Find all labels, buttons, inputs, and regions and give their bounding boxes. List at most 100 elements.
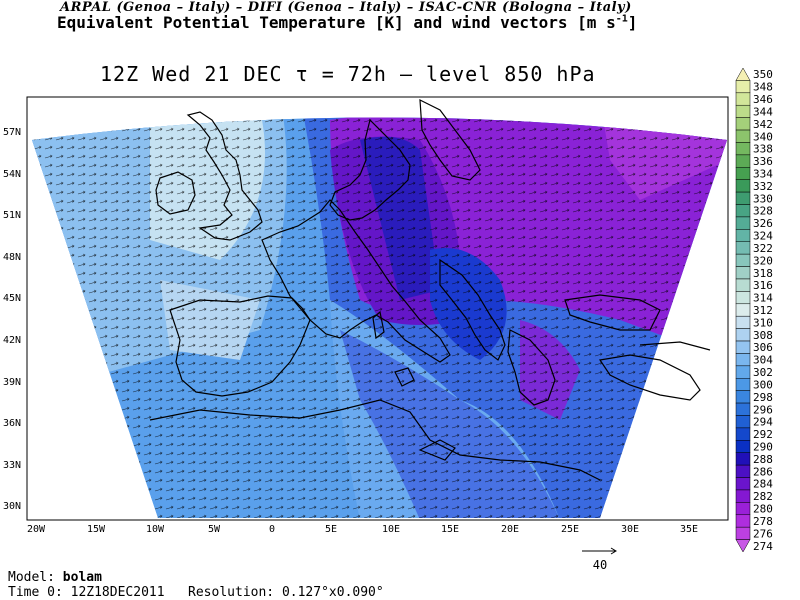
colorbar-swatch	[735, 415, 751, 429]
lat-axis: 57N 54N 51N 48N 45N 42N 39N 36N 33N 30N	[3, 127, 21, 512]
colorbar-swatch	[735, 328, 751, 342]
colorbar-label: 298	[753, 391, 773, 404]
colorbar-label: 310	[753, 316, 773, 329]
model-name: bolam	[62, 570, 102, 585]
colorbar-swatch	[735, 452, 751, 466]
colorbar-label: 288	[753, 453, 773, 466]
colorbar-swatch	[735, 80, 751, 94]
colorbar-label: 284	[753, 478, 773, 491]
scale-vector-label: 40	[593, 558, 607, 572]
colorbar-swatch	[735, 464, 751, 478]
colorbar-label: 292	[753, 428, 773, 441]
colorbar-swatch	[735, 191, 751, 205]
lon-label: 35E	[680, 524, 698, 535]
time-label: Time 0:	[8, 585, 63, 600]
lat-label: 42N	[3, 335, 21, 346]
colorbar-label: 318	[753, 267, 773, 280]
colorbar-swatch	[735, 142, 751, 156]
colorbar-swatch	[735, 365, 751, 379]
colorbar-label: 286	[753, 465, 773, 478]
colorbar-label: 322	[753, 242, 773, 255]
theta-e-field	[32, 117, 727, 518]
lon-label: 0	[269, 524, 275, 535]
field-title-exponent: -1	[615, 13, 628, 25]
colorbar-label: 314	[753, 292, 773, 305]
colorbar-label: 274	[753, 540, 773, 553]
colorbar-label: 290	[753, 441, 773, 454]
colorbar-swatch	[735, 303, 751, 317]
footer-model: Model: bolam	[8, 570, 102, 585]
colorbar-label: 306	[753, 341, 773, 354]
colorbar-swatch	[735, 179, 751, 193]
lat-label: 48N	[3, 252, 21, 263]
colorbar-swatch	[735, 129, 751, 143]
colorbar-label: 348	[753, 81, 773, 94]
lat-label: 57N	[3, 127, 21, 138]
colorbar-swatch	[735, 117, 751, 131]
colorbar-label: 344	[753, 105, 773, 118]
colorbar-swatch	[735, 477, 751, 491]
lat-label: 39N	[3, 377, 21, 388]
colorbar-label: 302	[753, 366, 773, 379]
colorbar-swatch	[735, 291, 751, 305]
colorbar-swatch	[735, 340, 751, 354]
colorbar-swatch	[735, 378, 751, 391]
colorbar-label: 300	[753, 378, 773, 391]
colorbar: 3503483463443423403383363343323303283263…	[735, 67, 773, 553]
colorbar-swatch	[735, 216, 751, 230]
lat-label: 36N	[3, 418, 21, 429]
colorbar-label: 312	[753, 304, 773, 317]
colorbar-label: 340	[753, 130, 773, 143]
colorbar-swatch	[735, 402, 751, 416]
colorbar-swatch	[735, 167, 751, 180]
colorbar-label: 308	[753, 329, 773, 342]
colorbar-swatch	[735, 241, 751, 255]
colorbar-label: 328	[753, 205, 773, 218]
lon-label: 10W	[146, 524, 165, 535]
colorbar-label: 336	[753, 155, 773, 168]
lon-label: 30E	[621, 524, 639, 535]
colorbar-label: 350	[753, 68, 773, 81]
lon-label: 10E	[382, 524, 400, 535]
scale-vector: 40	[582, 547, 617, 572]
resolution-value: 0.127°x0.090°	[281, 585, 384, 600]
lat-label: 45N	[3, 293, 21, 304]
colorbar-label: 330	[753, 192, 773, 205]
colorbar-swatch	[735, 253, 751, 267]
colorbar-swatch	[735, 390, 751, 404]
model-label: Model:	[8, 570, 55, 585]
colorbar-swatch	[735, 154, 751, 168]
lat-label: 51N	[3, 210, 21, 221]
colorbar-label: 342	[753, 118, 773, 131]
lon-label: 15W	[87, 524, 106, 535]
colorbar-swatch	[735, 104, 751, 118]
lon-label: 5E	[325, 524, 337, 535]
colorbar-swatch	[735, 67, 751, 81]
colorbar-swatch	[735, 204, 751, 218]
colorbar-swatch	[735, 266, 751, 280]
colorbar-swatch	[735, 278, 751, 292]
lon-label: 15E	[441, 524, 459, 535]
colorbar-label: 278	[753, 515, 773, 528]
resolution-label: Resolution:	[188, 585, 275, 600]
field-title-end: ]	[627, 13, 638, 32]
colorbar-swatch	[735, 539, 751, 553]
colorbar-label: 280	[753, 503, 773, 516]
colorbar-label: 346	[753, 93, 773, 106]
colorbar-swatch	[735, 526, 751, 540]
coastlines	[149, 98, 711, 481]
colorbar-label: 320	[753, 254, 773, 267]
lon-label: 20W	[27, 524, 46, 535]
lat-label: 54N	[3, 169, 21, 180]
colorbar-swatch	[735, 489, 751, 503]
lon-label: 5W	[208, 524, 221, 535]
colorbar-label: 316	[753, 279, 773, 292]
colorbar-label: 276	[753, 527, 773, 540]
colorbar-label: 296	[753, 403, 773, 416]
colorbar-label: 304	[753, 354, 773, 367]
time-value: 12Z18DEC2011	[70, 585, 165, 600]
colorbar-label: 282	[753, 490, 773, 503]
run-title: 12Z Wed 21 DEC τ = 72h – level 850 hPa	[100, 62, 596, 86]
lon-label: 25E	[561, 524, 579, 535]
colorbar-label: 294	[753, 416, 773, 429]
